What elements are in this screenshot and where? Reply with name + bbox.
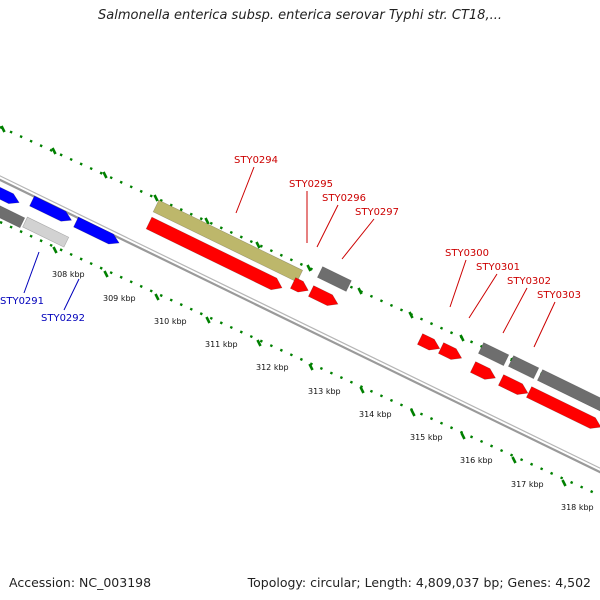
tick-row-inner — [0, 220, 600, 497]
gene-label-leader — [235, 166, 255, 214]
gene-feature — [477, 342, 510, 367]
tick-label: 311 kbp — [205, 340, 238, 349]
major-tick — [52, 246, 58, 254]
gene-label-leader — [341, 218, 375, 260]
tick-label: 309 kbp — [103, 294, 136, 303]
gene-feature — [0, 186, 20, 204]
major-tick — [256, 339, 262, 347]
gene-label-leader — [502, 287, 528, 334]
gene-feature — [416, 333, 441, 351]
gene-feature — [469, 361, 496, 380]
gene-feature — [0, 205, 26, 229]
gene-label: STY0294 — [234, 155, 278, 166]
gene-feature — [437, 342, 463, 360]
major-tick — [204, 217, 210, 225]
major-tick — [359, 386, 365, 394]
major-tick — [154, 293, 160, 301]
gene-feature — [507, 355, 540, 380]
major-tick — [0, 125, 6, 133]
gene-label: STY0302 — [507, 276, 551, 287]
gene-label-leader — [449, 259, 467, 308]
gene-label: STY0296 — [322, 193, 366, 204]
backbone-layer — [0, 175, 600, 474]
tick-label: 318 kbp — [561, 503, 594, 512]
major-tick — [408, 311, 414, 319]
major-tick — [511, 456, 517, 464]
gene-feature — [289, 277, 309, 293]
major-tick — [255, 241, 261, 249]
gene-label-leader — [533, 301, 556, 348]
gene-label-leader — [316, 204, 339, 248]
major-tick — [460, 432, 466, 440]
major-tick — [308, 363, 314, 371]
major-tick — [561, 479, 567, 487]
gene-feature — [145, 216, 283, 291]
tick-label: 310 kbp — [154, 317, 187, 326]
gene-label: STY0295 — [289, 179, 333, 190]
tick-label: 313 kbp — [308, 387, 341, 396]
tick-row-outer — [0, 125, 600, 402]
major-tick — [51, 147, 57, 155]
major-tick — [102, 171, 108, 179]
gene-feature — [497, 374, 529, 395]
backbone-line — [0, 175, 600, 469]
tick-label: 316 kbp — [460, 456, 493, 465]
gene-label-layer: STY0291 STY0292 STY0294 STY0295 STY0296 STY02… — [0, 155, 581, 348]
genome-title: Salmonella enterica subsp. enterica sero… — [98, 8, 502, 23]
gene-label-leader — [468, 273, 498, 319]
gene-label-leader — [23, 251, 40, 294]
gene-label: STY0300 — [445, 248, 489, 259]
gene-label-leader — [63, 278, 80, 311]
major-tick — [357, 287, 363, 295]
tick-layer: 308 kbp 309 kbp 310 kbp 311 kbp 312 kbp 313 k… — [0, 125, 600, 512]
tick-label: 317 kbp — [511, 480, 544, 489]
tick-label: 308 kbp — [52, 270, 85, 279]
tick-label: 315 kbp — [410, 433, 443, 442]
major-tick — [459, 334, 465, 342]
gene-label: STY0291 — [0, 296, 44, 307]
major-tick — [410, 409, 416, 417]
gene-label: STY0303 — [537, 290, 581, 301]
topology-text: Topology: circular; Length: 4,809,037 bp… — [247, 575, 591, 590]
gene-feature — [525, 386, 600, 429]
gene-feature — [536, 369, 600, 412]
gene-feature — [316, 266, 352, 292]
gene-feature — [73, 216, 120, 245]
gene-feature — [29, 195, 73, 222]
gene-feature — [307, 285, 339, 306]
major-tick — [103, 270, 109, 278]
gene-feature-layer — [0, 186, 600, 429]
tick-label: 314 kbp — [359, 410, 392, 419]
gene-label: STY0297 — [355, 207, 399, 218]
major-tick — [205, 316, 211, 324]
gene-label: STY0292 — [41, 313, 85, 324]
gene-feature — [22, 216, 70, 248]
major-tick — [306, 264, 312, 272]
accession-text: Accession: NC_003198 — [9, 575, 152, 590]
major-tick — [153, 194, 159, 202]
gene-label: STY0301 — [476, 262, 520, 273]
tick-label: 312 kbp — [256, 363, 289, 372]
